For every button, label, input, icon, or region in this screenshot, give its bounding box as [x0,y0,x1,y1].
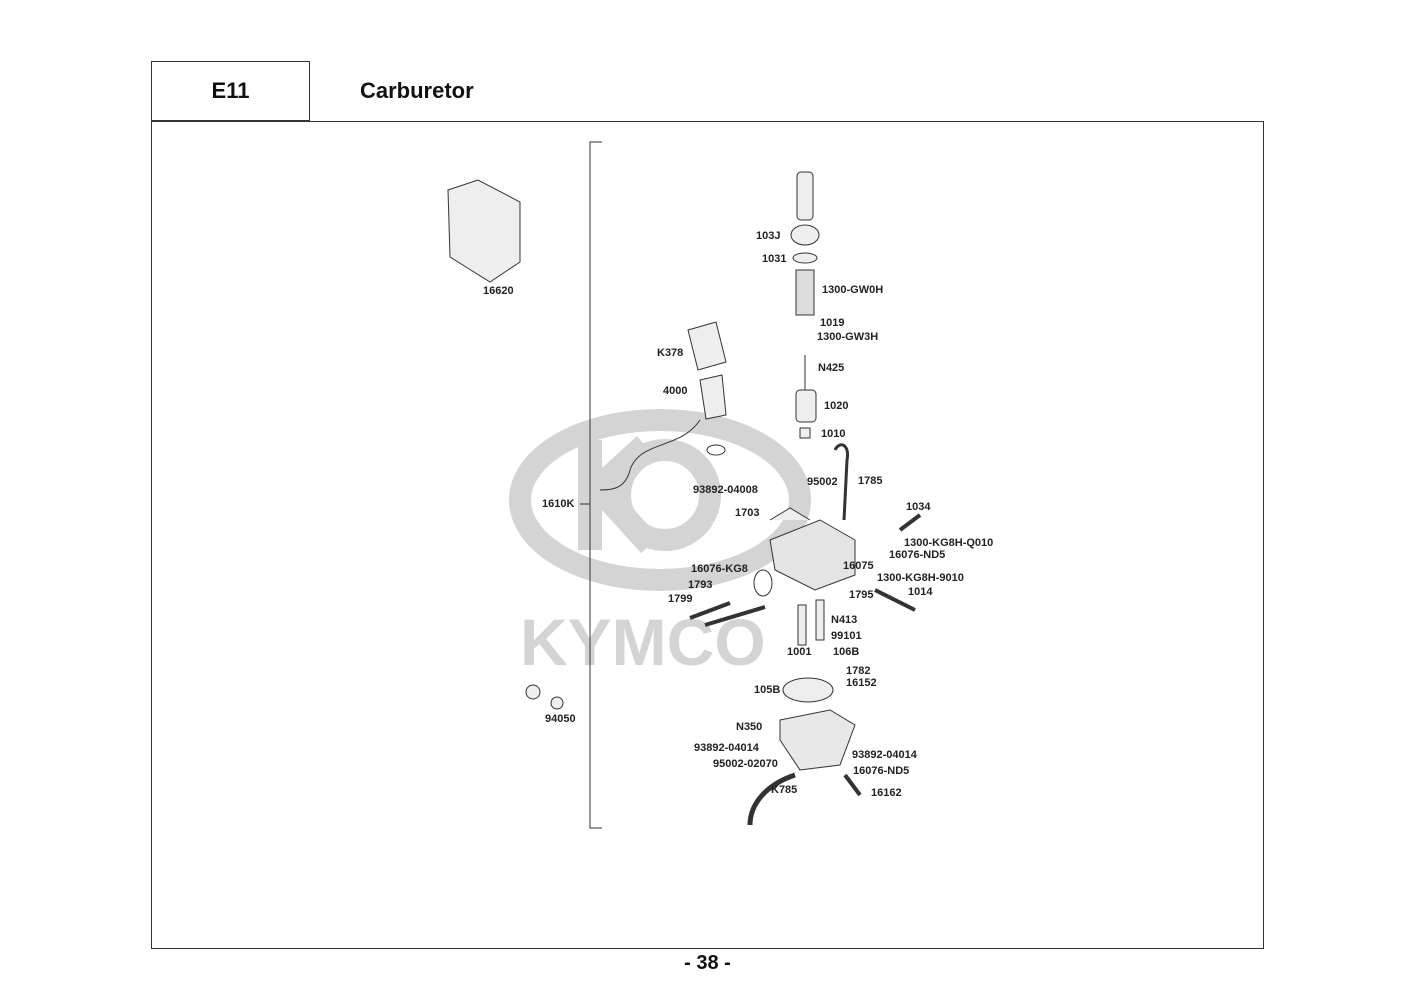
part-label: 106B [833,646,860,658]
part-label: 16162 [871,787,902,799]
page-number: - 38 - [684,952,731,974]
part-label: 1300-KG8H-Q010 [904,537,994,549]
part-label: 16152 [846,677,877,689]
part-label: 1703 [735,507,760,519]
part-label: 94050 [545,713,576,725]
section-code: E11 [151,61,310,121]
part-label: 1610K [542,498,575,510]
part-label: 1300-GW3H [817,331,879,343]
part-label: 93892-04014 [694,742,759,754]
part-label: 16075 [843,560,874,572]
kymco-watermark: KYMCO [509,409,811,679]
part-label: N425 [818,362,845,374]
part-label: 1793 [688,579,713,591]
part-label: N350 [736,721,763,733]
part-label: 16076-ND5 [889,549,946,561]
part-label: 93892-04008 [693,484,758,496]
part-label: 1782 [846,665,871,677]
part-label: 16076-ND5 [853,765,910,777]
part-label: 1799 [668,593,693,605]
part-label: 1010 [821,428,846,440]
part-label: 1020 [824,400,849,412]
part-label: 95002-02070 [713,758,778,770]
part-label: 93892-04014 [852,749,917,761]
part-label: 16076-KG8 [691,563,748,575]
diagram-frame [151,121,1264,949]
part-label: 1300-GW0H [822,284,884,296]
part-label: 99101 [831,630,862,642]
part-label: 103J [756,230,781,242]
part-label: 16620 [483,285,514,297]
part-label: 1019 [820,317,845,329]
part-label: 1795 [849,589,874,601]
part-label: 1001 [787,646,812,658]
page-title: Carburetor [360,78,474,103]
part-label: 1031 [762,253,787,265]
part-label: 1300-KG8H-9010 [877,572,964,584]
part-label: 4000 [663,385,688,397]
part-label: 1785 [858,475,883,487]
part-label: K785 [771,784,798,796]
part-label: K378 [657,347,684,359]
part-label: 1014 [908,586,933,598]
part-label: 95002 [807,476,838,488]
part-label: 105B [754,684,781,696]
part-label: 1034 [906,501,931,513]
part-label: N413 [831,614,858,626]
